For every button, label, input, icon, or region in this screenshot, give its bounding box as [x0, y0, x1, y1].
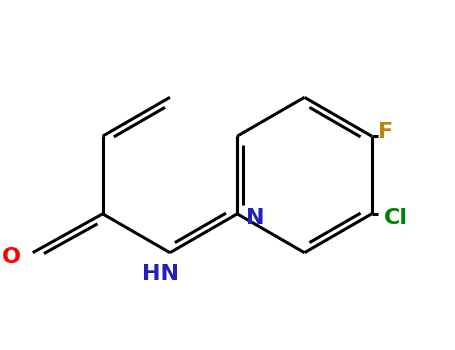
Text: HN: HN: [142, 264, 179, 284]
Text: O: O: [2, 246, 21, 267]
Text: F: F: [379, 122, 394, 142]
Text: Cl: Cl: [384, 208, 408, 228]
Text: N: N: [246, 208, 265, 228]
